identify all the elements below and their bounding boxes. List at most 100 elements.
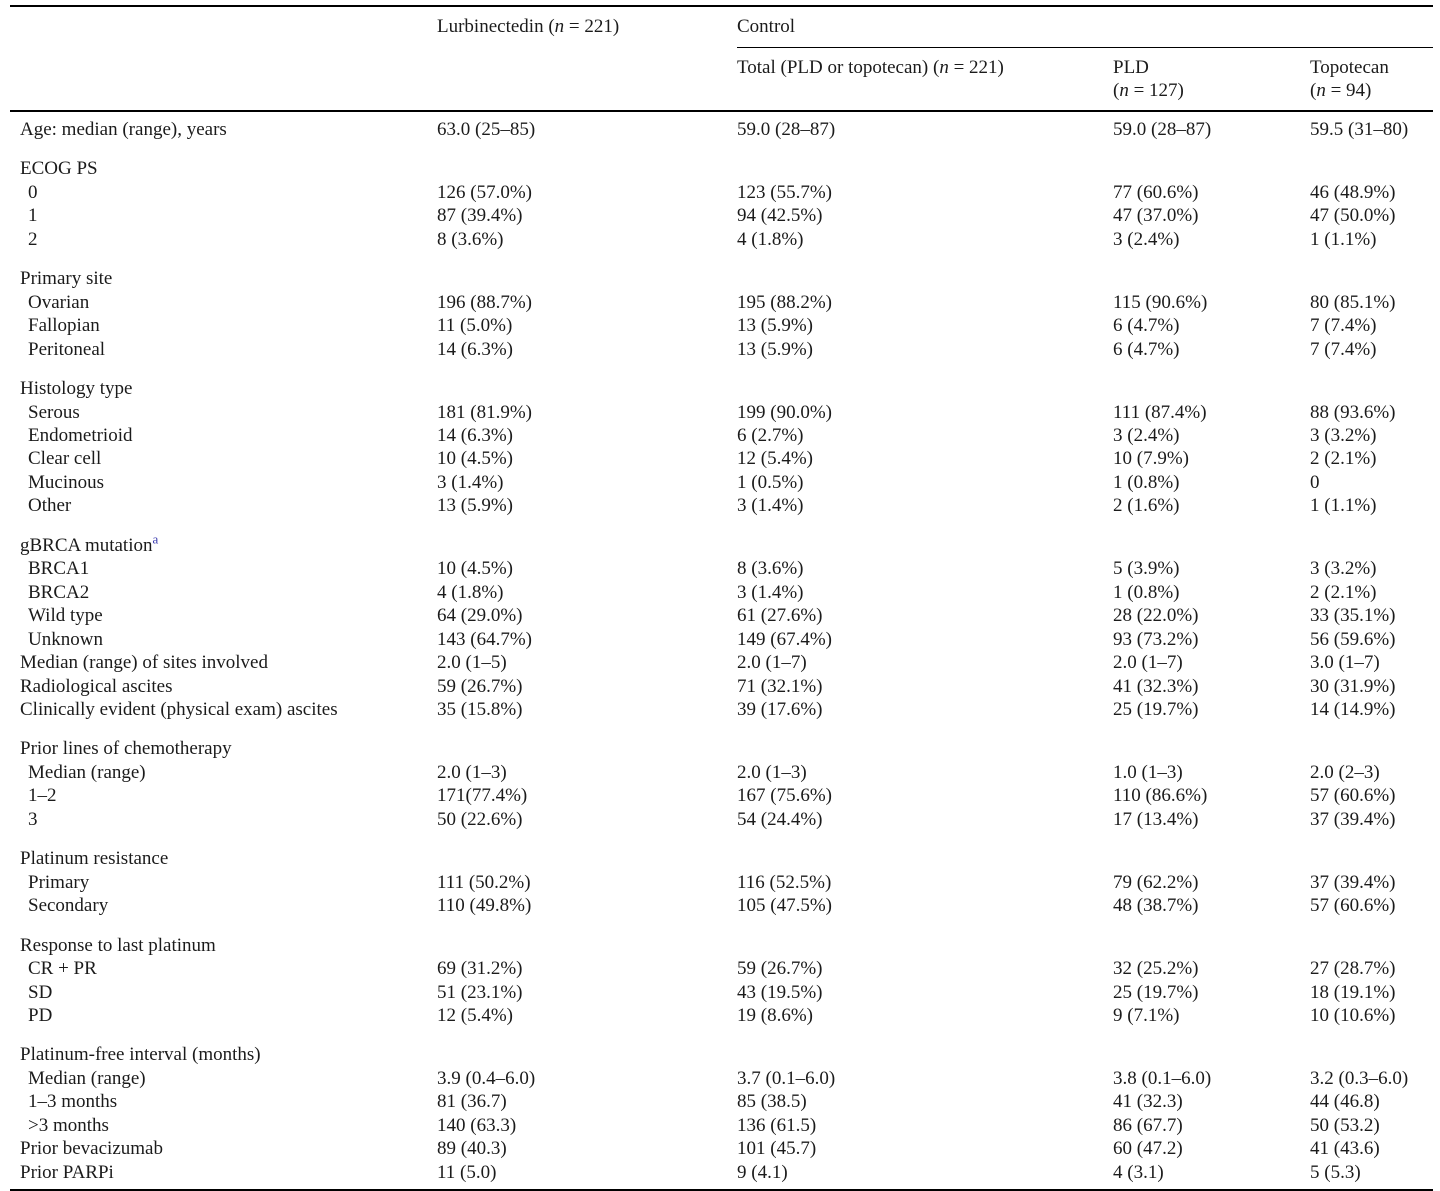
row-label: PD xyxy=(10,1004,437,1027)
cell-value xyxy=(1310,141,1433,180)
table-row: BRCA1 10 (4.5%) 8 (3.6%) 5 (3.9%) 3 (3.2%) xyxy=(10,557,1433,580)
row-label-text: 3 xyxy=(28,808,38,830)
table-row: 3 50 (22.6%) 54 (24.4%) 17 (13.4%) 37 (39.4%… xyxy=(10,808,1433,831)
cell-value: 111 (87.4%) xyxy=(1113,401,1207,423)
cell-value: 37 (39.4%) xyxy=(1310,808,1396,830)
cell-value: 50 (22.6%) xyxy=(437,808,523,830)
row-label: Histology type xyxy=(10,361,437,400)
cell-value xyxy=(1310,361,1433,400)
row-label: gBRCA mutationa xyxy=(10,518,437,557)
row-label-text: PD xyxy=(28,1004,53,1026)
row-label-text: Prior PARPi xyxy=(20,1161,114,1183)
table-row: Mucinous 3 (1.4%) 1 (0.5%) 1 (0.8%) 0 xyxy=(10,471,1433,494)
cell-value xyxy=(437,721,737,760)
cell-value: 63.0 (25–85) xyxy=(437,119,536,140)
row-label: 1–2 xyxy=(10,784,437,807)
row-label: Unknown xyxy=(10,628,437,651)
table-row: Ovarian 196 (88.7%) 195 (88.2%) 115 (90.6%)… xyxy=(10,291,1433,314)
row-label-text: Median (range) xyxy=(28,1067,146,1089)
table-row: Primary site xyxy=(10,251,1433,290)
cell-value xyxy=(737,721,1113,760)
cell-value: 14 (6.3%) xyxy=(437,338,513,360)
cell-value: 105 (47.5%) xyxy=(737,895,832,917)
row-label-text: Unknown xyxy=(28,628,103,650)
cell-value xyxy=(1310,518,1433,557)
row-label-text: Ovarian xyxy=(28,291,90,313)
cell-value xyxy=(1113,141,1310,180)
cell-value: 41 (32.3) xyxy=(1113,1091,1183,1113)
cell-value: 3.8 (0.1–6.0) xyxy=(1113,1067,1212,1089)
header-sample-size: (n = 94) xyxy=(1310,80,1372,101)
header-text: Topotecan xyxy=(1310,57,1389,78)
row-label-text: Serous xyxy=(28,401,80,423)
cell-value xyxy=(737,518,1113,557)
cell-value: 25 (19.7%) xyxy=(1113,981,1199,1003)
header-col-pld: PLD (n = 127) xyxy=(1113,47,1310,112)
footnote-marker-link[interactable]: a xyxy=(152,531,159,547)
cell-value xyxy=(737,1027,1113,1066)
cell-value: 11 (5.0) xyxy=(437,1161,497,1183)
row-label: Other xyxy=(10,494,437,517)
row-label-text: CR + PR xyxy=(28,958,97,980)
cell-value: 7 (7.4%) xyxy=(1310,315,1377,337)
cell-value xyxy=(437,141,737,180)
row-label-text: Clinically evident (physical exam) ascit… xyxy=(20,698,338,720)
cell-value: 59.0 (28–87) xyxy=(737,119,836,140)
cell-value: 61 (27.6%) xyxy=(737,605,823,627)
cell-value: 111 (50.2%) xyxy=(437,871,531,893)
cell-value: 93 (73.2%) xyxy=(1113,628,1199,650)
cell-value: 57 (60.6%) xyxy=(1310,895,1396,917)
row-label-text: Radiological ascites xyxy=(20,675,173,697)
cell-value: 6 (4.7%) xyxy=(1113,315,1180,337)
cell-value: 47 (50.0%) xyxy=(1310,205,1396,227)
cell-value xyxy=(737,918,1113,957)
cell-value xyxy=(437,1027,737,1066)
header-text: = 221) xyxy=(948,57,1004,78)
cell-value xyxy=(1113,251,1310,290)
table-row: Median (range) 3.9 (0.4–6.0) 3.7 (0.1–6.0)… xyxy=(10,1067,1433,1090)
cell-value: 3 (1.4%) xyxy=(437,471,504,493)
row-label-text: Platinum-free interval (months) xyxy=(20,1044,261,1066)
cell-value: 2.0 (2–3) xyxy=(1310,761,1380,783)
cell-value: 59 (26.7%) xyxy=(437,675,523,697)
cell-value xyxy=(437,518,737,557)
row-label: Platinum-free interval (months) xyxy=(10,1027,437,1066)
cell-value: 19 (8.6%) xyxy=(737,1004,813,1026)
header-empty-cell xyxy=(10,47,437,112)
cell-value: 47 (37.0%) xyxy=(1113,205,1199,227)
cell-value: 59.0 (28–87) xyxy=(1113,119,1212,140)
cell-value: 71 (32.1%) xyxy=(737,675,823,697)
cell-value xyxy=(1113,831,1310,870)
cell-value: 51 (23.1%) xyxy=(437,981,523,1003)
cell-value: 33 (35.1%) xyxy=(1310,605,1396,627)
table-row: Prior bevacizumab 89 (40.3) 101 (45.7) 60 (… xyxy=(10,1137,1433,1160)
cell-value: 3 (1.4%) xyxy=(737,495,804,517)
cell-value: 10 (7.9%) xyxy=(1113,448,1189,470)
cell-value: 2.0 (1–7) xyxy=(737,652,807,674)
row-label: Median (range) of sites involved xyxy=(10,651,437,674)
cell-value: 18 (19.1%) xyxy=(1310,981,1396,1003)
row-label-text: SD xyxy=(28,981,53,1003)
cell-value: 116 (52.5%) xyxy=(737,871,832,893)
cell-value: 1 (1.1%) xyxy=(1310,495,1377,517)
cell-value: 60 (47.2) xyxy=(1113,1138,1183,1160)
cell-value: 13 (5.9%) xyxy=(737,338,813,360)
cell-value: 123 (55.7%) xyxy=(737,181,832,203)
table-row: 1 87 (39.4%) 94 (42.5%) 47 (37.0%) 47 (50.0%… xyxy=(10,204,1433,227)
row-label: Wild type xyxy=(10,604,437,627)
table-row: PD 12 (5.4%) 19 (8.6%) 9 (7.1%) 10 (10.6%) xyxy=(10,1004,1433,1027)
cell-value xyxy=(737,251,1113,290)
cell-value: 17 (13.4%) xyxy=(1113,808,1199,830)
row-label-text: BRCA1 xyxy=(28,558,90,580)
row-label: Secondary xyxy=(10,894,437,917)
header-text: PLD xyxy=(1113,57,1149,78)
row-label: Primary xyxy=(10,871,437,894)
table-row: >3 months 140 (63.3) 136 (61.5) 86 (67.7) 50… xyxy=(10,1114,1433,1137)
header-text: Control xyxy=(737,16,796,37)
row-label-text: Median (range) of sites involved xyxy=(20,652,268,674)
cell-value: 59 (26.7%) xyxy=(737,958,823,980)
cell-value: 3 (2.4%) xyxy=(1113,424,1180,446)
cell-value xyxy=(737,141,1113,180)
row-label-text: 1–2 xyxy=(28,785,57,807)
cell-value: 3.0 (1–7) xyxy=(1310,652,1380,674)
